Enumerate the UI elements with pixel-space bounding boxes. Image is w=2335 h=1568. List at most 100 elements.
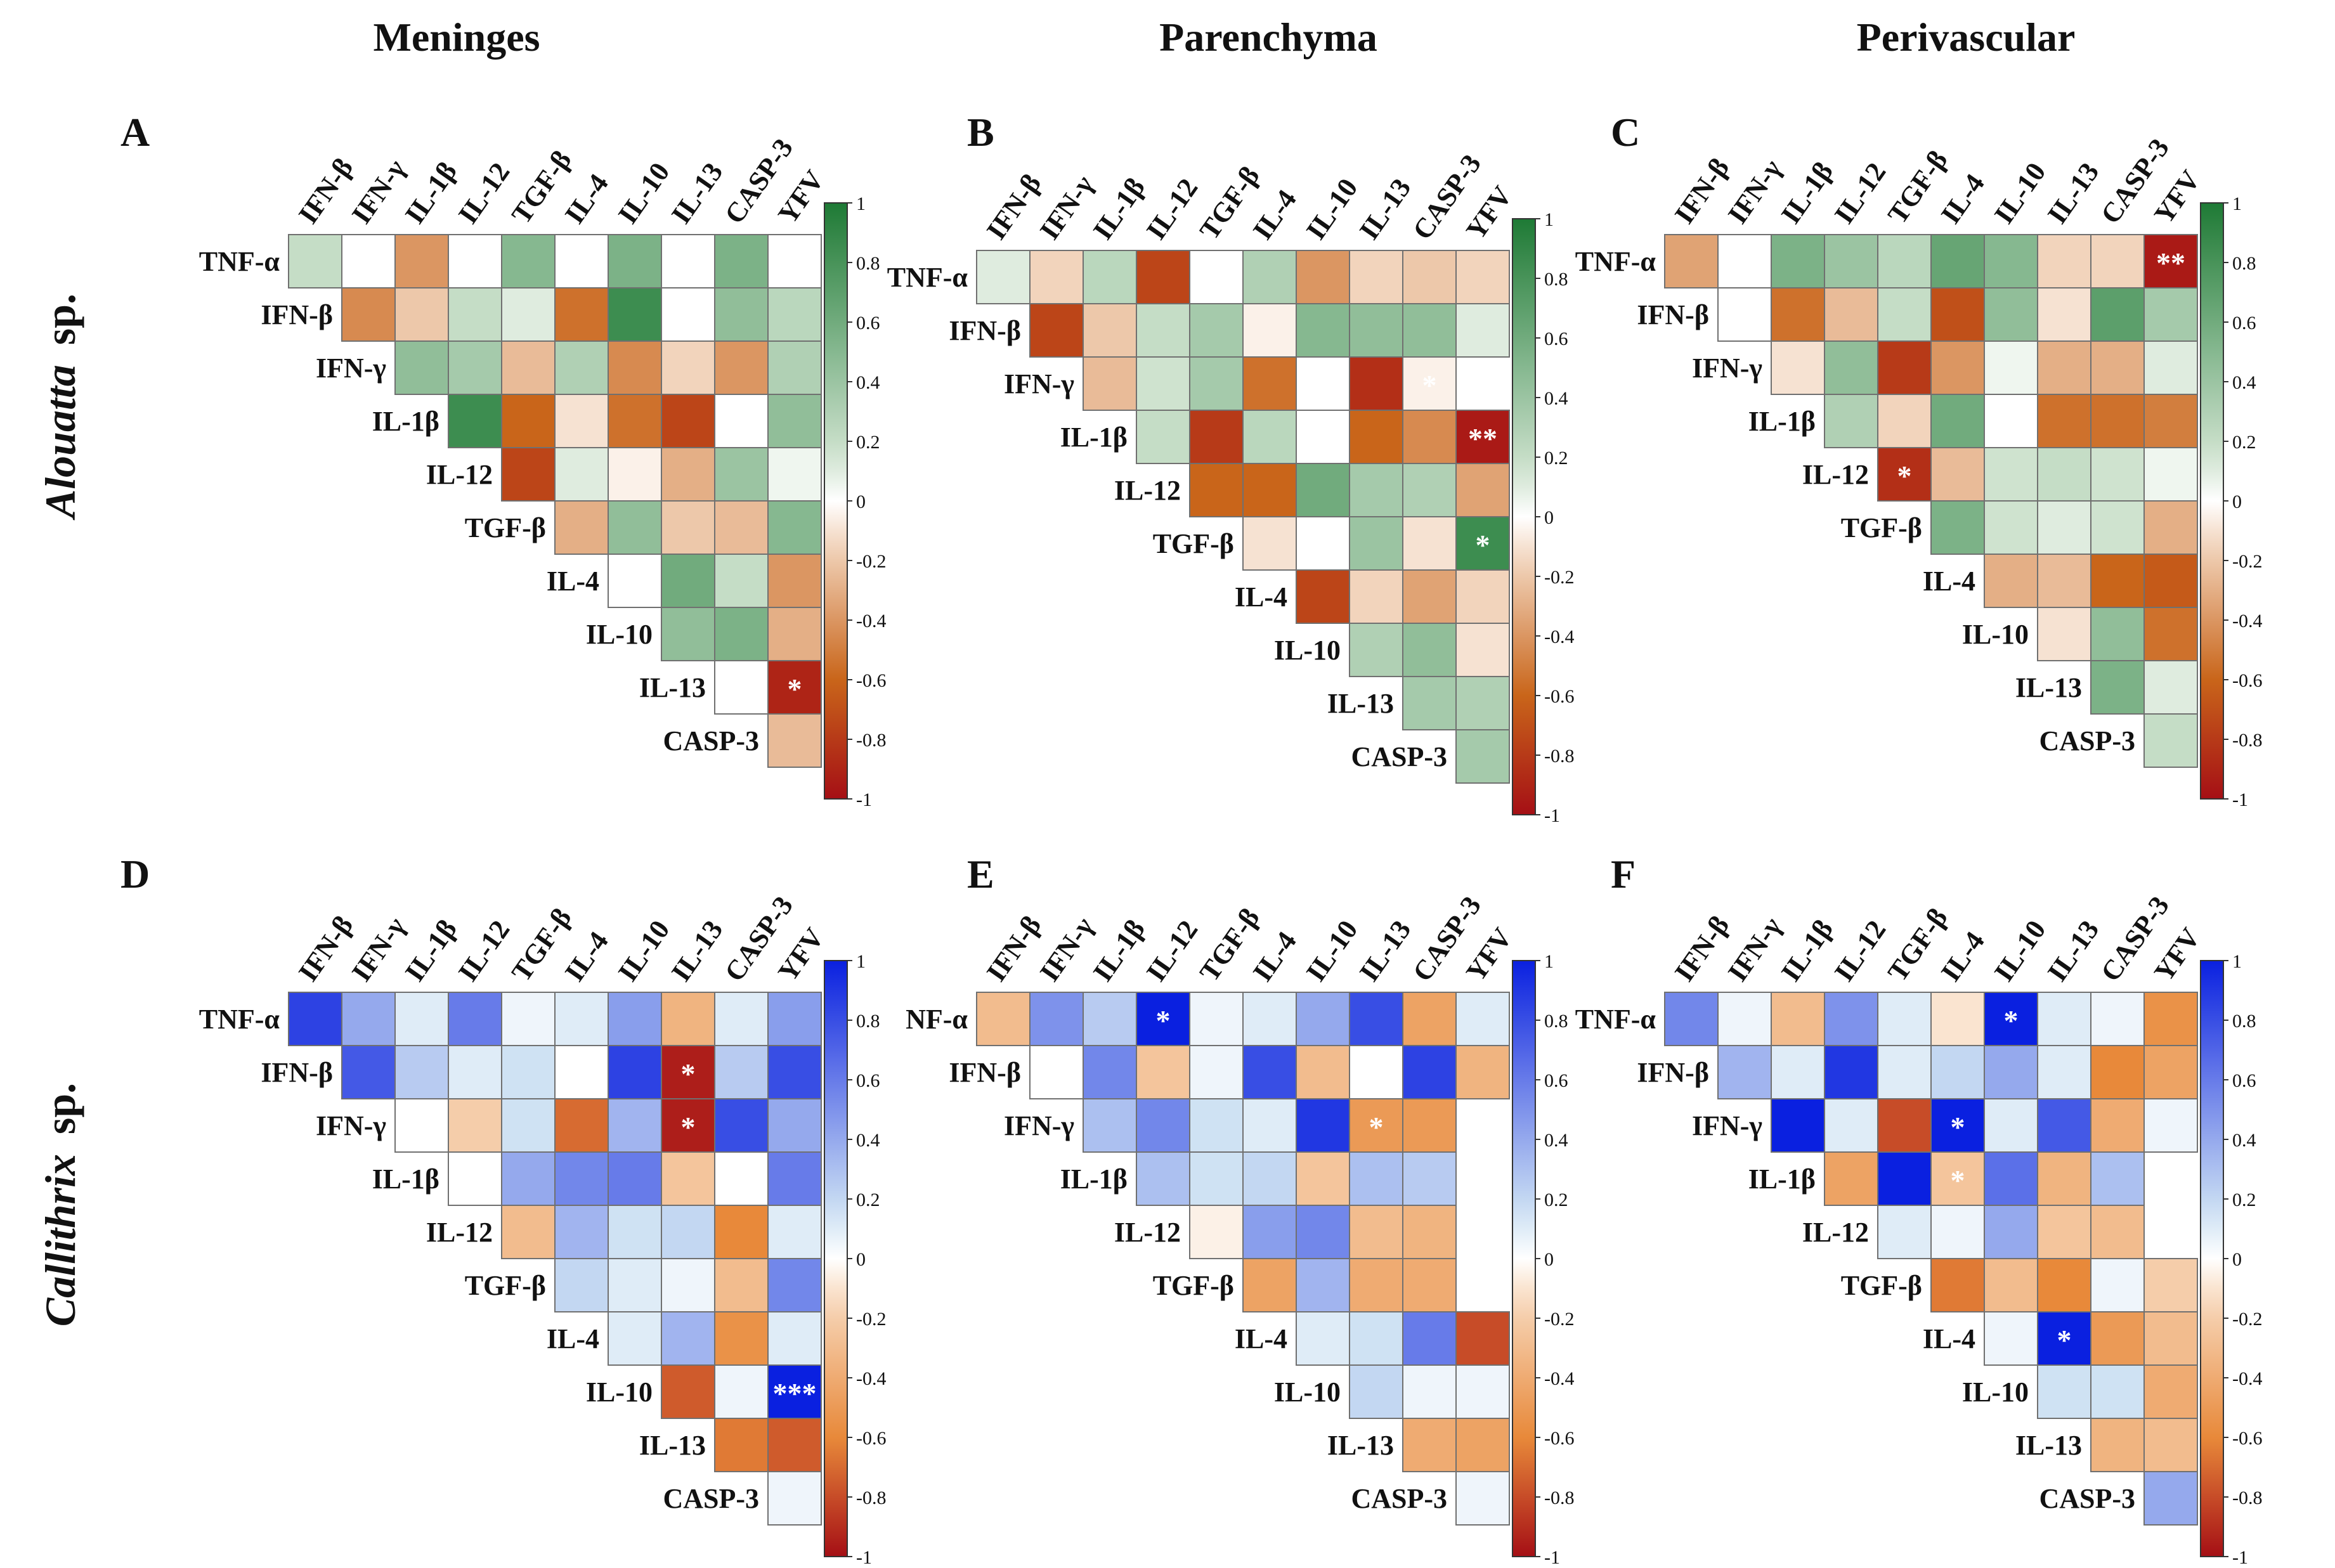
- significance-star: ***: [773, 1377, 817, 1409]
- column-label: IL-12: [1140, 173, 1204, 245]
- panel-letter: F: [1611, 852, 1636, 897]
- colorbar-tick-label: -0.8: [1544, 746, 1575, 767]
- heatmap-cell: [714, 1151, 769, 1206]
- heatmap-cell: [1984, 287, 2038, 342]
- row-label: CASP-3: [663, 1483, 759, 1514]
- heatmap-cell: [501, 287, 556, 342]
- colorbar-tick-label: -0.2: [1544, 1309, 1575, 1330]
- heatmap-cell: [2090, 500, 2145, 555]
- heatmap-cell: [2143, 1471, 2198, 1526]
- panel-letter: B: [967, 110, 994, 155]
- row-label: IL-1β: [1748, 1163, 1816, 1195]
- colorbar-tick-label: -0.4: [1544, 1368, 1575, 1389]
- colorbar-tick-label: 0.8: [1544, 1011, 1568, 1032]
- heatmap-cell: [767, 660, 822, 715]
- heatmap-cell: [1402, 1045, 1457, 1099]
- heatmap-cell: [661, 394, 715, 448]
- heatmap-cell: [2037, 992, 2091, 1046]
- heatmap-cell: [608, 992, 662, 1046]
- heatmap-cell: [554, 287, 609, 342]
- row-label: IL-1β: [1060, 422, 1128, 453]
- colorbar-tick-label: 0.8: [856, 1011, 880, 1032]
- heatmap-cell: [1455, 303, 1510, 358]
- heatmap-cell: [767, 992, 822, 1046]
- heatmap-cell: [1242, 1045, 1297, 1099]
- panel-e: E**NF-αIFN-βIFN-γIL-1βIL-12TGF-βIL-4IL-1…: [906, 852, 1574, 1568]
- colorbar-tick-label: 0.2: [1544, 1189, 1568, 1210]
- heatmap-cell: [1136, 1151, 1190, 1206]
- row-label: TGF-β: [1841, 512, 1922, 543]
- heatmap-cell: [1717, 992, 1772, 1046]
- colorbar-tick-label: 0.2: [1544, 448, 1568, 469]
- heatmap-cell: [1296, 992, 1350, 1046]
- heatmap-cell: [1930, 1258, 1985, 1312]
- row-label: IL-13: [1327, 1430, 1394, 1461]
- column-label: IFN-β: [980, 910, 1047, 987]
- colorbar-tick-label: 0.4: [1544, 1130, 1568, 1151]
- row-label: IFN-β: [1637, 299, 1709, 330]
- row-label: IFN-β: [261, 299, 333, 330]
- row-label: NF-α: [906, 1004, 968, 1035]
- heatmap-cell: [1877, 1205, 1932, 1259]
- heatmap-cell: [608, 500, 662, 555]
- heatmap-cell: [554, 992, 609, 1046]
- heatmap-cell: [661, 992, 715, 1046]
- column-label: IL-1β: [399, 914, 463, 987]
- heatmap-cell: [554, 1258, 609, 1312]
- heatmap-cell: [2037, 394, 2091, 448]
- heatmap-cell: [1189, 463, 1244, 517]
- heatmap-cell: [608, 1045, 662, 1099]
- heatmap-cell: [1455, 250, 1510, 304]
- heatmap-cell: [767, 1205, 822, 1259]
- heatmap-cell: [501, 234, 556, 288]
- heatmap-cell: [341, 1045, 396, 1099]
- row-title-alouatta-genus: Alouatta: [36, 365, 84, 521]
- heatmap-cell: [1824, 1151, 1878, 1206]
- heatmap-cell: [554, 1205, 609, 1259]
- heatmap-cell: [341, 287, 396, 342]
- row-label: IL-13: [639, 1430, 706, 1461]
- column-label: IL-1β: [1775, 914, 1839, 987]
- colorbar-tick-label: 0.6: [1544, 1070, 1568, 1091]
- heatmap-cell: [661, 1045, 715, 1099]
- row-label: IL-10: [1274, 1377, 1341, 1408]
- row-label: IL-4: [1923, 1323, 1975, 1354]
- row-label: IL-13: [1327, 688, 1394, 719]
- heatmap-cell: [714, 1045, 769, 1099]
- heatmap-cell: [714, 287, 769, 342]
- column-label: IL-1β: [1087, 172, 1151, 245]
- heatmap-cell: [2090, 287, 2145, 342]
- heatmap-cell: [448, 1098, 502, 1153]
- column-label: IFN-β: [1668, 910, 1735, 987]
- panel-f: F****TNF-αIFN-βIFN-γIL-1βIL-12TGF-βIL-4I…: [1575, 852, 2263, 1568]
- heatmap-cell: [1402, 623, 1457, 677]
- heatmap-cell: [2143, 234, 2198, 288]
- heatmap-cell: [1824, 1098, 1878, 1153]
- column-label: IL-1β: [399, 157, 463, 230]
- heatmap-cell: [1455, 410, 1510, 464]
- colorbar-tick-label: 0.8: [1544, 269, 1568, 290]
- heatmap-cell: [1402, 676, 1457, 730]
- panel-b: B****TNF-αIFN-βIFN-γIL-1βIL-12TGF-βIL-4I…: [887, 110, 1575, 826]
- row-label: IFN-γ: [1004, 368, 1074, 399]
- heatmap-cell: [1877, 1045, 1932, 1099]
- heatmap-cell: [2090, 660, 2145, 715]
- heatmap-cell: [1402, 303, 1457, 358]
- row-label: TGF-β: [1841, 1270, 1922, 1301]
- colorbar-tick-label: -0.4: [856, 1368, 887, 1389]
- heatmap-cell: [448, 234, 502, 288]
- heatmap-cell: [1349, 1205, 1403, 1259]
- column-label: IL-10: [612, 915, 675, 987]
- row-label: IL-10: [1274, 635, 1341, 666]
- colorbar-tick-label: 0.8: [2232, 253, 2256, 274]
- colorbar-tick-label: -0.6: [2232, 670, 2263, 691]
- heatmap-cell: [2143, 287, 2198, 342]
- heatmap-cell: [1349, 1258, 1403, 1312]
- heatmap-cell: [1771, 287, 1825, 342]
- column-label: IL-12: [1140, 915, 1204, 987]
- heatmap-cell: [554, 500, 609, 555]
- heatmap-cell: [608, 1098, 662, 1153]
- significance-star: *: [681, 1111, 696, 1143]
- heatmap-cell: [1455, 516, 1510, 571]
- heatmap-cell: [661, 234, 715, 288]
